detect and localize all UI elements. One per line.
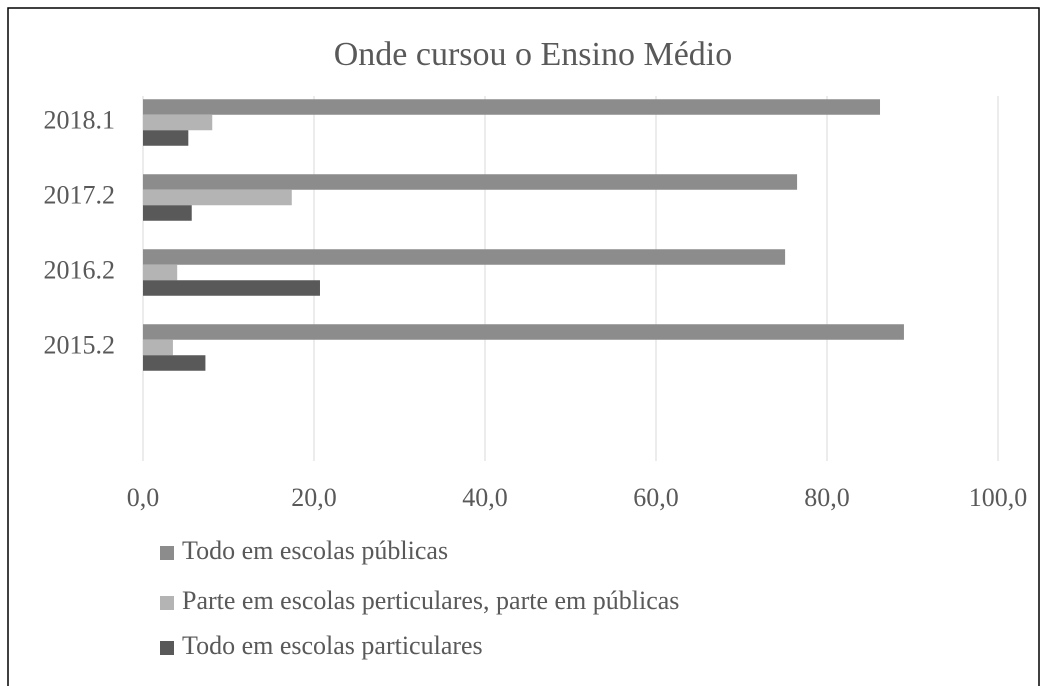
x-tick-label: 0,0 [127,483,160,512]
bar [143,339,173,356]
bar [143,114,213,131]
chart-title: Onde cursou o Ensino Médio [334,36,733,73]
bar [143,99,881,115]
y-tick-label: 2017.2 [44,180,116,209]
bar [143,355,206,371]
x-tick-label: 60,0 [633,483,679,512]
legend-swatch [160,641,174,655]
y-tick-label: 2018.1 [44,105,116,134]
bar [143,324,904,340]
y-tick-label: 2016.2 [44,255,116,284]
x-tick-label: 100,0 [969,483,1028,512]
bar [143,205,192,221]
legend-label: Parte em escolas perticulares, parte em … [182,586,679,615]
bar [143,174,798,190]
x-tick-label: 80,0 [804,483,850,512]
legend-label: Todo em escolas públicas [182,536,448,565]
bar [143,130,189,146]
bar [143,264,178,281]
x-tick-label: 40,0 [462,483,508,512]
bar [143,280,320,296]
y-tick-label: 2015.2 [44,330,116,359]
bar [143,189,292,206]
legend-label: Todo em escolas particulares [182,631,483,660]
x-tick-label: 20,0 [291,483,337,512]
bar [143,249,786,265]
legend-swatch [160,596,174,610]
legend-swatch [160,546,174,560]
